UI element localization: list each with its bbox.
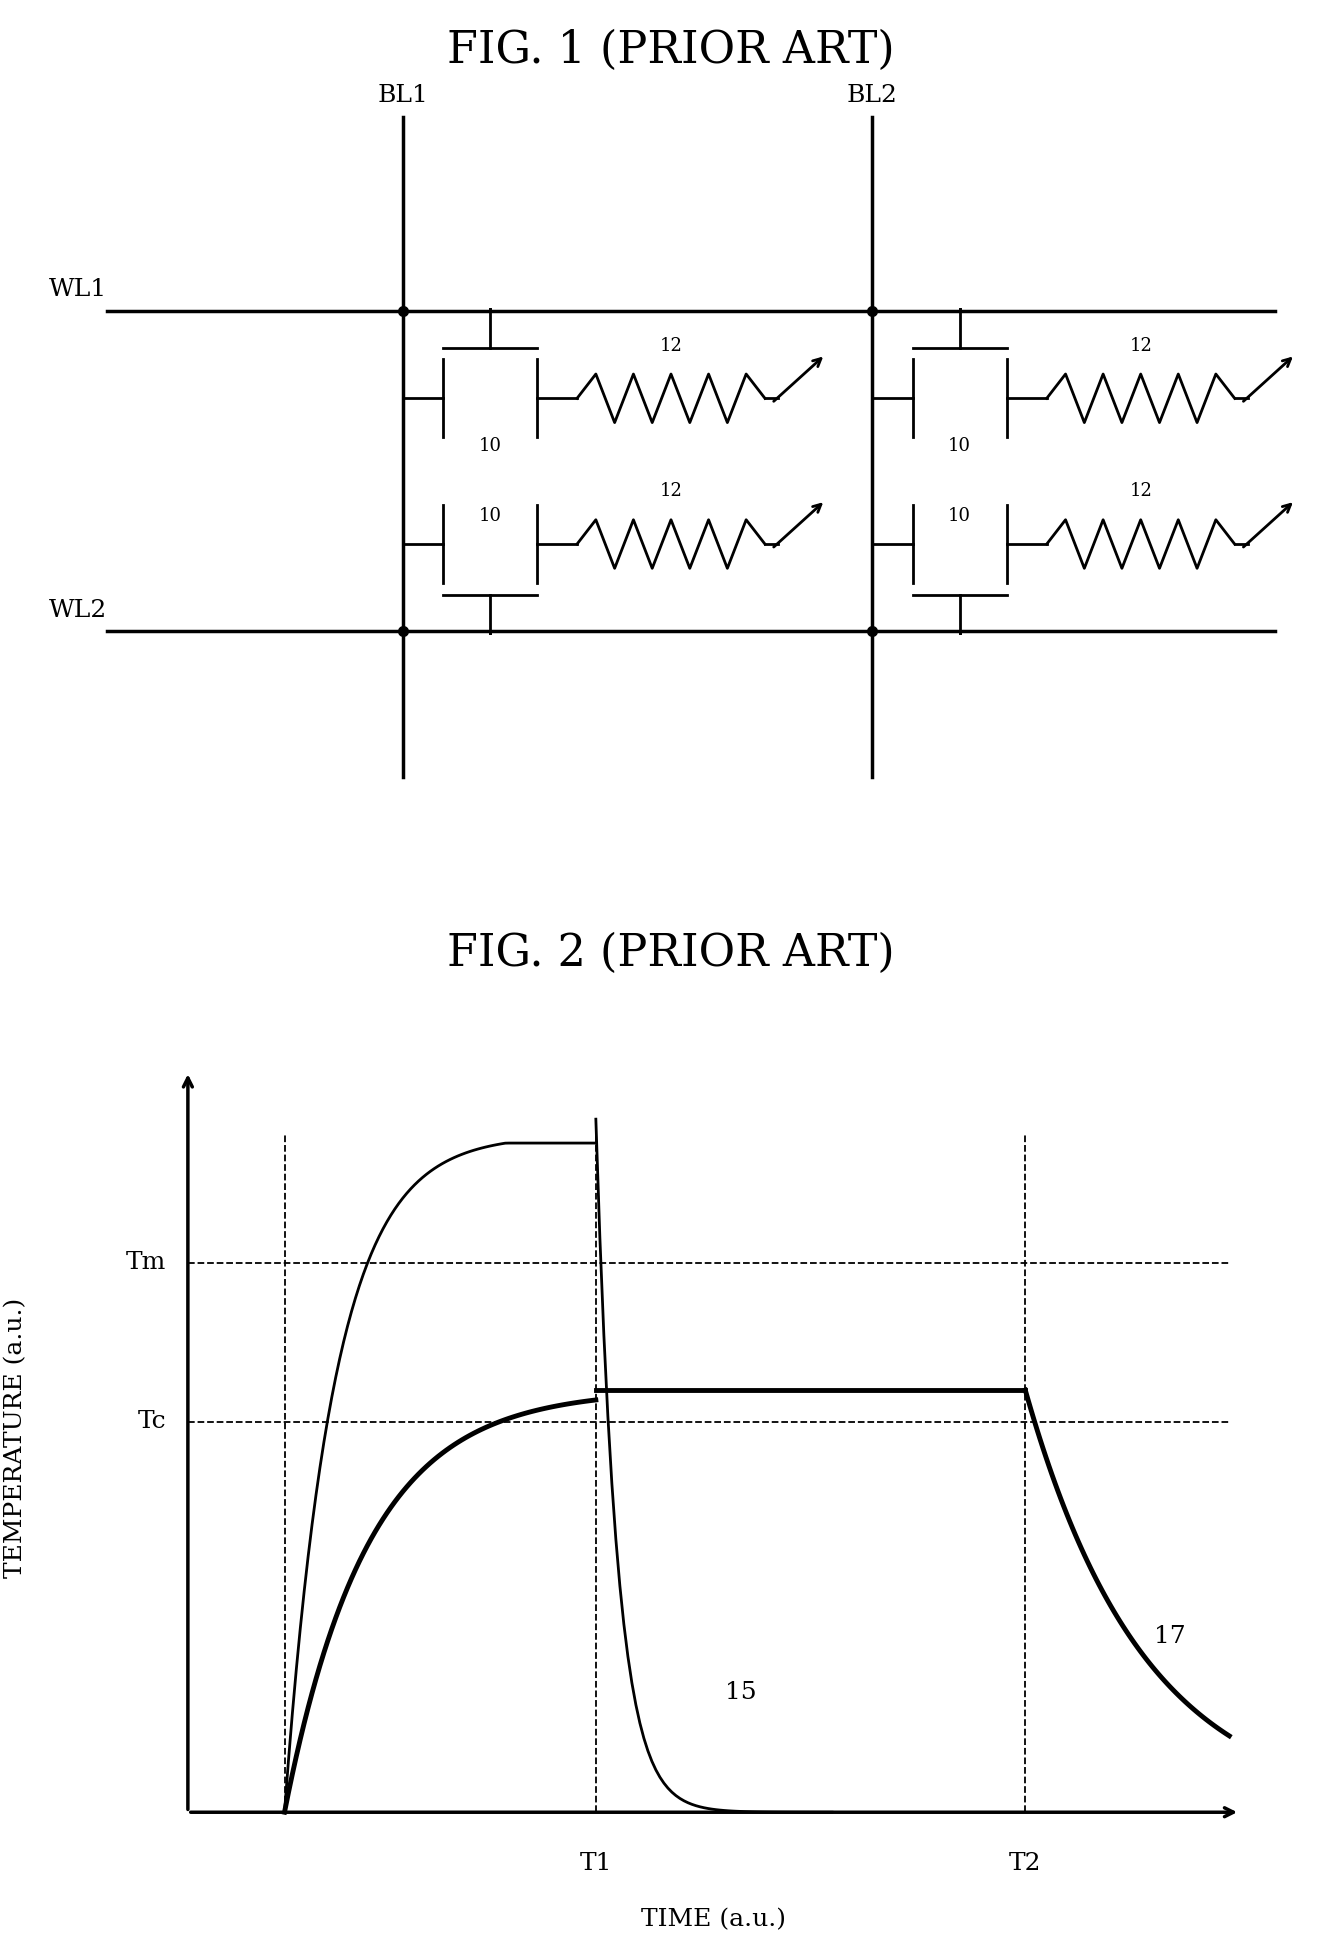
Text: WL1: WL1	[50, 278, 107, 301]
Text: TEMPERATURE (a.u.): TEMPERATURE (a.u.)	[4, 1298, 28, 1578]
Text: 12: 12	[659, 482, 683, 499]
Text: 17: 17	[1154, 1626, 1186, 1648]
Text: 10: 10	[947, 437, 972, 455]
Text: 10: 10	[947, 507, 972, 525]
Text: T2: T2	[1009, 1852, 1041, 1875]
Text: Tc: Tc	[138, 1411, 166, 1434]
Text: 12: 12	[659, 336, 683, 354]
Text: 10: 10	[478, 437, 502, 455]
Text: FIG. 2 (PRIOR ART): FIG. 2 (PRIOR ART)	[447, 933, 895, 975]
Text: T1: T1	[580, 1852, 612, 1875]
Text: 15: 15	[725, 1681, 757, 1704]
Text: 12: 12	[1129, 336, 1153, 354]
Text: 12: 12	[1129, 482, 1153, 499]
Text: BL2: BL2	[847, 84, 898, 107]
Text: BL1: BL1	[377, 84, 428, 107]
Text: Tm: Tm	[126, 1251, 166, 1275]
Text: FIG. 1 (PRIOR ART): FIG. 1 (PRIOR ART)	[447, 29, 895, 72]
Text: TIME (a.u.): TIME (a.u.)	[641, 1908, 786, 1931]
Text: WL2: WL2	[50, 598, 107, 622]
Text: 10: 10	[478, 507, 502, 525]
